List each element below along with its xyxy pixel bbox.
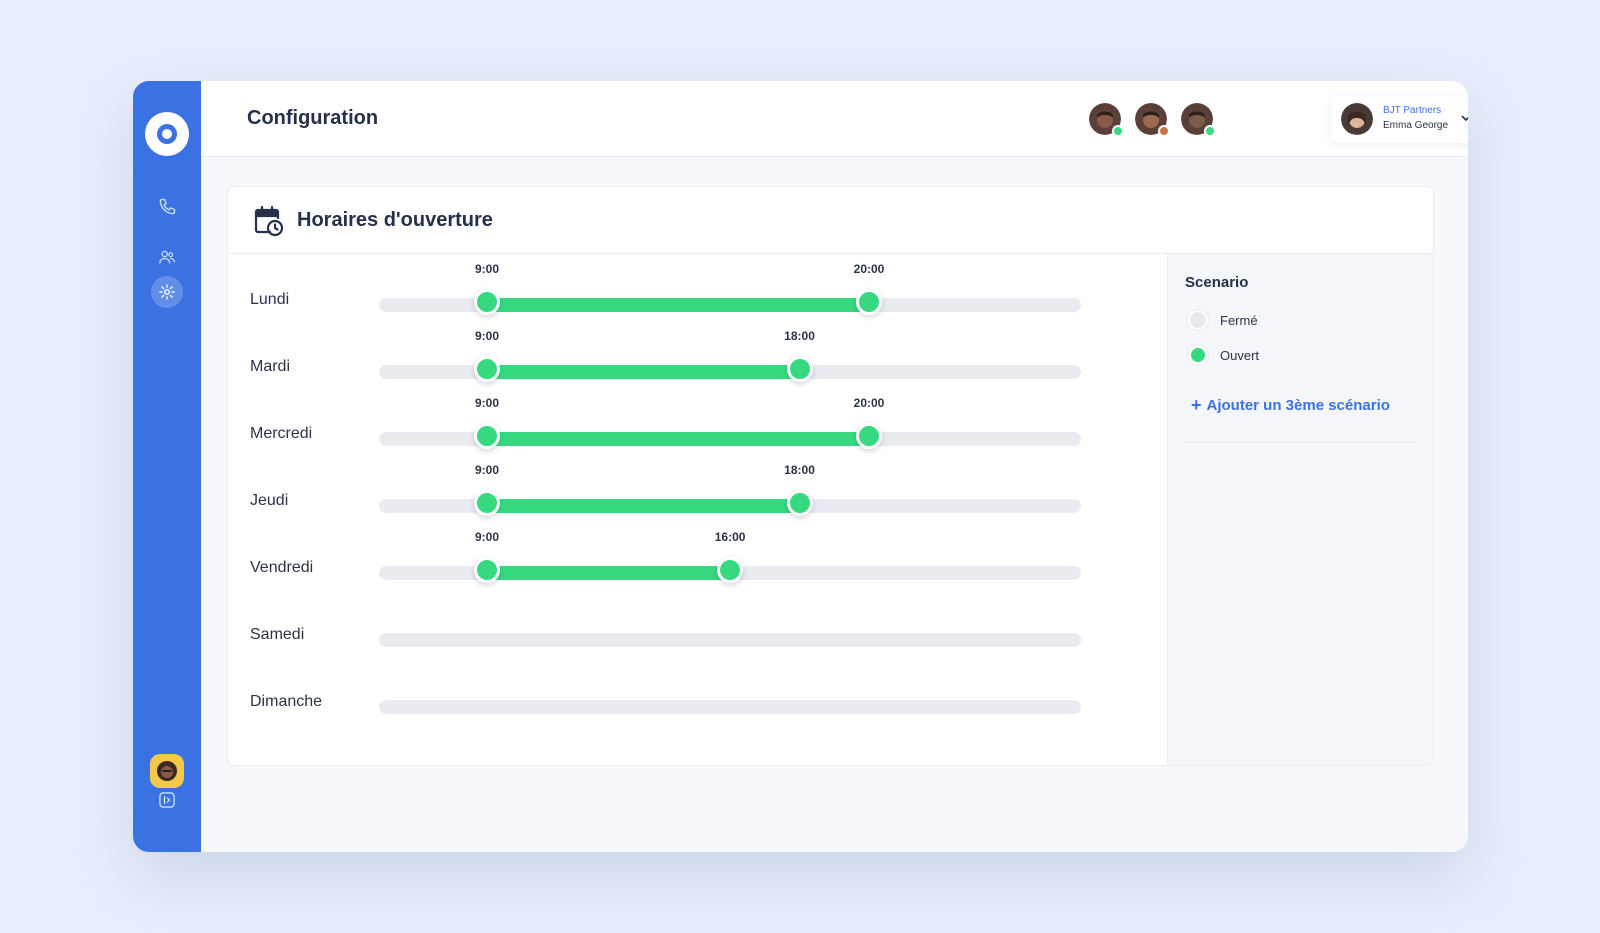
card-title: Horaires d'ouverture bbox=[297, 209, 493, 231]
hours-slider-track[interactable] bbox=[379, 298, 1081, 312]
open-time-label: 9:00 bbox=[474, 262, 500, 276]
close-time-handle[interactable] bbox=[786, 490, 813, 516]
open-time-handle[interactable] bbox=[474, 289, 500, 315]
account-avatar bbox=[1341, 103, 1373, 135]
schedule-row: Vendredi 9:00 16:00 bbox=[228, 522, 1167, 590]
day-label: Samedi bbox=[250, 626, 305, 643]
open-hours-range bbox=[487, 566, 731, 580]
day-label: Vendredi bbox=[250, 559, 314, 576]
plus-icon: + bbox=[1191, 395, 1202, 415]
top-header: Configuration BJT Partners Emma George bbox=[201, 81, 1468, 157]
scenario-color-swatch bbox=[1188, 345, 1208, 365]
open-time-label: 9:00 bbox=[474, 463, 500, 477]
users-icon[interactable] bbox=[151, 241, 183, 273]
scenario-color-swatch bbox=[1188, 310, 1208, 330]
open-hours-range bbox=[487, 432, 869, 446]
opening-hours-card: Horaires d'ouverture Lundi 9:00 20:00 Mardi… bbox=[227, 186, 1434, 766]
open-time-handle[interactable] bbox=[474, 490, 500, 516]
add-scenario-button[interactable]: + Ajouter un 3ème scénario bbox=[1191, 396, 1390, 414]
calendar-clock-icon bbox=[254, 205, 284, 237]
close-time-label: 20:00 bbox=[853, 396, 885, 410]
current-user-avatar[interactable] bbox=[150, 754, 184, 788]
schedule-row: Dimanche bbox=[228, 656, 1167, 724]
weekly-schedule: Lundi 9:00 20:00 Mardi 9:00 18:00 Mercredi 9:00… bbox=[228, 254, 1167, 765]
hours-slider-track[interactable] bbox=[379, 633, 1081, 647]
hours-slider-track[interactable] bbox=[379, 499, 1081, 513]
close-time-label: 16:00 bbox=[714, 530, 746, 544]
open-time-handle[interactable] bbox=[474, 557, 500, 583]
page-title: Configuration bbox=[247, 107, 379, 129]
open-hours-range bbox=[487, 499, 800, 513]
close-time-label: 18:00 bbox=[784, 329, 815, 343]
scenario-option[interactable]: Ouvert bbox=[1188, 344, 1259, 366]
open-time-handle[interactable] bbox=[474, 423, 500, 449]
schedule-row: Mardi 9:00 18:00 bbox=[228, 321, 1167, 389]
phone-icon[interactable] bbox=[151, 191, 183, 223]
collapse-sidebar-icon[interactable] bbox=[151, 784, 183, 816]
status-dot bbox=[1158, 125, 1170, 137]
day-label: Jeudi bbox=[250, 492, 289, 509]
close-time-handle[interactable] bbox=[856, 289, 882, 315]
close-time-label: 18:00 bbox=[784, 463, 815, 477]
status-dot bbox=[1204, 125, 1216, 137]
scenario-label: Fermé bbox=[1220, 312, 1258, 328]
account-company: BJT Partners bbox=[1383, 105, 1442, 116]
day-label: Lundi bbox=[250, 291, 290, 308]
scenario-divider bbox=[1185, 442, 1416, 443]
account-user-name: Emma George bbox=[1383, 120, 1449, 131]
scenario-label: Ouvert bbox=[1220, 347, 1260, 363]
close-time-handle[interactable] bbox=[786, 356, 813, 382]
open-hours-range bbox=[487, 298, 869, 312]
hours-slider-track[interactable] bbox=[379, 365, 1081, 379]
team-avatar-2[interactable] bbox=[1135, 103, 1170, 137]
day-label: Mercredi bbox=[250, 425, 313, 442]
schedule-row: Mercredi 9:00 20:00 bbox=[228, 388, 1167, 456]
add-scenario-label: Ajouter un 3ème scénario bbox=[1206, 396, 1390, 414]
close-time-handle[interactable] bbox=[856, 423, 882, 449]
card-header: Horaires d'ouverture bbox=[228, 187, 1433, 254]
day-label: Mardi bbox=[250, 358, 291, 375]
open-hours-range bbox=[487, 365, 800, 379]
schedule-row: Jeudi 9:00 18:00 bbox=[228, 455, 1167, 523]
close-time-label: 20:00 bbox=[853, 262, 885, 276]
day-label: Dimanche bbox=[250, 693, 323, 710]
scenario-title: Scenario bbox=[1185, 274, 1249, 291]
schedule-row: Samedi bbox=[228, 589, 1167, 657]
schedule-row: Lundi 9:00 20:00 bbox=[228, 254, 1167, 322]
gear-icon[interactable] bbox=[151, 276, 183, 308]
open-time-label: 9:00 bbox=[474, 396, 500, 410]
scenario-option[interactable]: Fermé bbox=[1188, 309, 1258, 331]
hours-slider-track[interactable] bbox=[379, 700, 1081, 714]
open-time-handle[interactable] bbox=[474, 356, 500, 382]
team-avatar-1[interactable] bbox=[1089, 103, 1124, 137]
sidebar bbox=[133, 81, 201, 852]
app-window: Configuration BJT Partners Emma George bbox=[133, 81, 1468, 852]
hours-slider-track[interactable] bbox=[379, 432, 1081, 446]
team-avatar-3[interactable] bbox=[1181, 103, 1216, 137]
account-switcher[interactable]: BJT Partners Emma George bbox=[1331, 95, 1468, 143]
close-time-handle[interactable] bbox=[717, 557, 744, 583]
open-time-label: 9:00 bbox=[474, 329, 500, 343]
open-time-label: 9:00 bbox=[474, 530, 500, 544]
app-logo[interactable] bbox=[145, 112, 189, 156]
scenario-panel: Scenario Fermé Ouvert + Ajouter un 3ème s… bbox=[1167, 254, 1433, 765]
status-dot bbox=[1112, 125, 1124, 137]
chevron-down-icon bbox=[1461, 115, 1468, 121]
